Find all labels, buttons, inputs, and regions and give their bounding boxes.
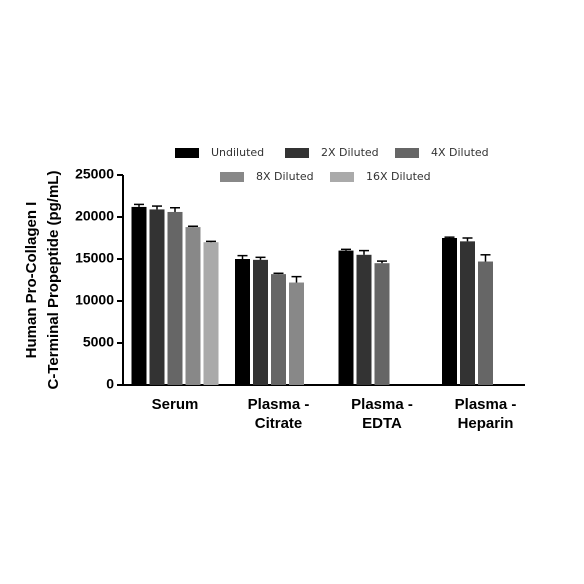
bar <box>149 209 165 385</box>
legend-label: 16X Diluted <box>366 170 431 183</box>
bar <box>338 250 354 385</box>
error-bar <box>444 236 455 238</box>
legend-label: 8X Diluted <box>256 170 314 183</box>
error-bar <box>480 254 491 262</box>
bar <box>203 242 219 385</box>
error-bar <box>359 249 369 255</box>
error-bar <box>206 240 216 243</box>
bar <box>167 211 183 385</box>
x-tick-label: Plasma - Citrate <box>247 396 310 432</box>
legend-swatch <box>175 148 199 158</box>
bar <box>271 274 286 385</box>
error-bar <box>170 207 180 212</box>
error-bar <box>377 260 387 264</box>
legend-swatch <box>285 148 309 158</box>
bar <box>442 238 457 385</box>
error-bar <box>462 237 473 242</box>
y-tick-label: 20000 <box>75 208 114 224</box>
legend-swatch <box>395 148 419 158</box>
legend-label: Undiluted <box>211 146 264 159</box>
bar <box>374 263 390 385</box>
error-bar <box>134 203 144 207</box>
bar <box>131 206 147 385</box>
bar <box>235 259 250 385</box>
legend-label: 2X Diluted <box>321 146 379 159</box>
error-bar <box>341 248 351 251</box>
y-tick-label: 10000 <box>75 292 114 308</box>
error-bar <box>291 275 302 283</box>
bar <box>185 227 201 385</box>
y-tick-label: 5000 <box>83 334 114 350</box>
error-bar <box>152 205 162 210</box>
bar <box>478 261 493 385</box>
legend-label: 4X Diluted <box>431 146 489 159</box>
y-tick-label: 0 <box>106 376 114 392</box>
y-tick-label: 15000 <box>75 250 114 266</box>
error-bar <box>273 272 284 275</box>
y-axis-label: Human Pro-Collagen I C-Terminal Propeptid… <box>23 171 62 390</box>
x-tick-label: Plasma - EDTA <box>351 396 413 432</box>
error-bar <box>188 225 198 228</box>
bar <box>253 259 268 385</box>
bar <box>460 241 475 385</box>
error-bar <box>255 256 266 260</box>
bar <box>356 254 372 385</box>
legend-swatch <box>330 172 354 182</box>
legend-swatch <box>220 172 244 182</box>
error-bar <box>237 254 248 259</box>
bar <box>289 282 304 385</box>
x-tick-label: Plasma - Heparin <box>454 396 517 432</box>
x-tick-label: Serum <box>151 396 199 413</box>
y-axis-label-line: C-Terminal Propeptide (pg/mL) <box>45 171 62 390</box>
y-axis-label-line: Human Pro-Collagen I <box>23 202 40 359</box>
y-tick-label: 25000 <box>75 166 114 182</box>
